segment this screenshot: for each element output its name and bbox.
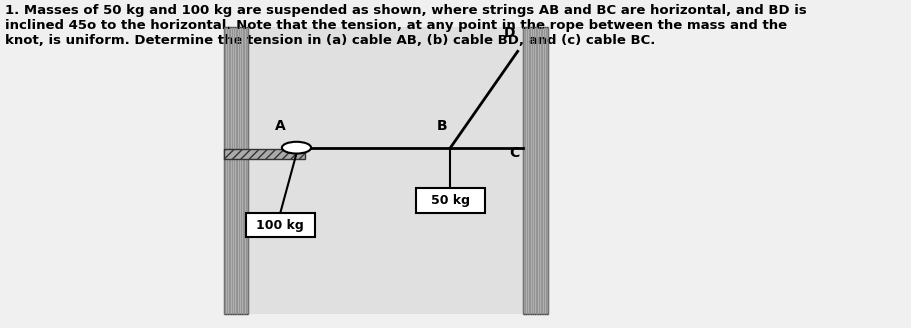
Text: C: C <box>509 146 519 159</box>
Bar <box>524 27 548 314</box>
Bar <box>246 213 314 237</box>
Bar <box>223 27 248 314</box>
Bar <box>416 189 485 213</box>
Text: 1. Masses of 50 kg and 100 kg are suspended as shown, where strings AB and BC ar: 1. Masses of 50 kg and 100 kg are suspen… <box>5 4 806 47</box>
Bar <box>248 27 524 314</box>
Bar <box>223 149 304 159</box>
Text: A: A <box>275 119 286 133</box>
Circle shape <box>281 142 311 154</box>
Text: B: B <box>437 119 447 133</box>
Text: 100 kg: 100 kg <box>256 219 304 232</box>
Text: D: D <box>504 26 516 40</box>
Text: 50 kg: 50 kg <box>431 194 470 207</box>
